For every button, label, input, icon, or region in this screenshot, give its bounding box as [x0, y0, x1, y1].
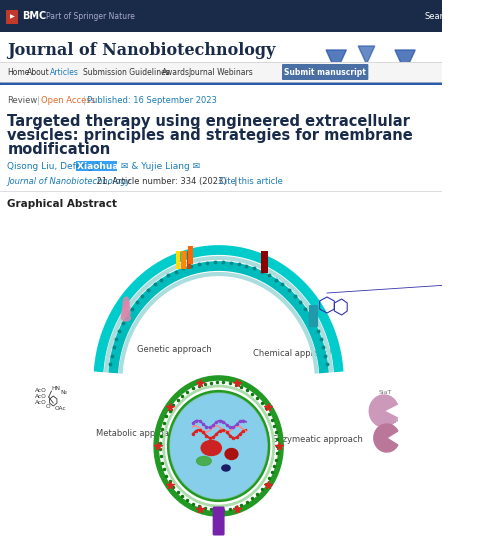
Circle shape [170, 394, 266, 498]
Text: Graphical Abstract: Graphical Abstract [7, 199, 117, 209]
Text: vesicles: principles and strategies for membrane: vesicles: principles and strategies for … [7, 128, 412, 143]
FancyBboxPatch shape [5, 10, 18, 24]
Text: Search: Search [423, 12, 453, 21]
Text: modification: modification [7, 142, 110, 157]
Ellipse shape [225, 449, 238, 459]
FancyBboxPatch shape [0, 82, 441, 85]
FancyBboxPatch shape [181, 251, 186, 269]
Text: Qisong Liu, Defeng Li,: Qisong Liu, Defeng Li, [7, 161, 109, 171]
Text: Xiaohua Pan: Xiaohua Pan [77, 161, 141, 171]
Ellipse shape [121, 311, 130, 317]
Text: Journal Webinars: Journal Webinars [188, 67, 252, 77]
Text: BMC: BMC [22, 11, 46, 21]
Text: AcO: AcO [35, 389, 47, 394]
Ellipse shape [123, 297, 129, 307]
Text: ▶: ▶ [10, 14, 14, 19]
FancyBboxPatch shape [176, 251, 180, 269]
Ellipse shape [196, 456, 211, 465]
Wedge shape [373, 424, 397, 452]
Circle shape [169, 393, 267, 499]
Text: Review: Review [7, 96, 37, 105]
FancyBboxPatch shape [188, 246, 192, 264]
Ellipse shape [122, 301, 129, 310]
Text: Journal of Nanobiotechnology: Journal of Nanobiotechnology [7, 176, 131, 186]
Text: Chemical approach: Chemical approach [253, 349, 334, 358]
Text: SiaT: SiaT [378, 390, 392, 395]
Text: CpASP: CpASP [378, 419, 398, 424]
Text: AcO: AcO [35, 395, 47, 400]
Text: HN: HN [51, 386, 60, 391]
Text: AcO: AcO [35, 400, 47, 405]
Text: 21, Article number: 334 (2023)   |: 21, Article number: 334 (2023) | [94, 176, 244, 186]
Text: Enzymeatic approach: Enzymeatic approach [272, 434, 362, 444]
Text: About: About [27, 67, 49, 77]
Text: ✉ & Yujie Liang ✉: ✉ & Yujie Liang ✉ [117, 161, 199, 171]
FancyBboxPatch shape [0, 62, 441, 82]
Text: Submit manuscript: Submit manuscript [284, 67, 365, 77]
Text: Awards: Awards [162, 67, 190, 77]
Polygon shape [358, 46, 374, 64]
Text: |: | [83, 96, 85, 105]
Text: Metabolic approach: Metabolic approach [96, 429, 179, 438]
Ellipse shape [121, 315, 130, 321]
Text: Articles: Articles [50, 67, 79, 77]
FancyBboxPatch shape [261, 251, 268, 273]
Text: O: O [46, 405, 50, 410]
Polygon shape [394, 50, 414, 72]
Polygon shape [325, 50, 346, 72]
Text: Open Access: Open Access [41, 96, 95, 105]
FancyBboxPatch shape [308, 305, 317, 327]
Text: Home: Home [7, 67, 30, 77]
Text: Part of Springer Nature: Part of Springer Nature [46, 12, 134, 21]
FancyBboxPatch shape [186, 251, 191, 269]
Text: Published: 16 September 2023: Published: 16 September 2023 [87, 96, 216, 105]
Text: Cite this article: Cite this article [218, 176, 282, 186]
Ellipse shape [122, 306, 130, 314]
Text: Genetic approach: Genetic approach [137, 345, 212, 354]
Text: N₃: N₃ [60, 390, 67, 395]
FancyBboxPatch shape [76, 161, 117, 171]
FancyBboxPatch shape [212, 507, 224, 535]
Text: Submission Guidelines: Submission Guidelines [83, 67, 169, 77]
Ellipse shape [221, 465, 229, 471]
Text: OAc: OAc [55, 406, 67, 411]
FancyBboxPatch shape [281, 64, 368, 80]
Text: |: | [36, 96, 39, 105]
Text: Journal of Nanobiotechnology: Journal of Nanobiotechnology [7, 42, 275, 58]
Ellipse shape [201, 440, 221, 455]
Text: Targeted therapy using engineered extracellular: Targeted therapy using engineered extrac… [7, 114, 409, 129]
Wedge shape [369, 395, 396, 427]
FancyBboxPatch shape [0, 0, 441, 32]
